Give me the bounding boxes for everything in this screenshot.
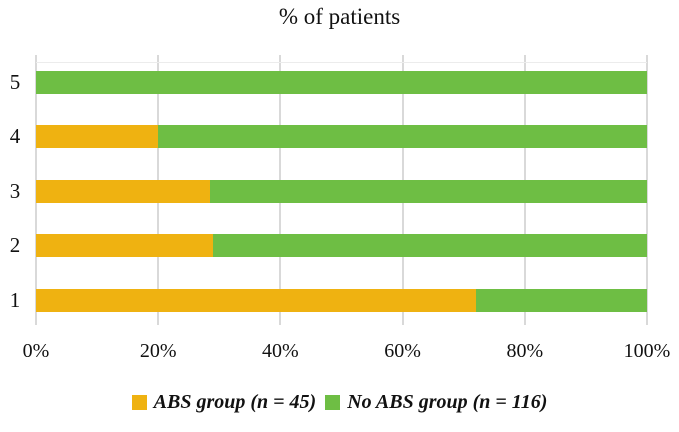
y-axis-label-1: 1 [9, 287, 21, 312]
legend-item: ABS group (n = 45) [131, 391, 317, 414]
bar-row-5 [36, 71, 647, 94]
plot-top-gridline [36, 62, 647, 63]
bar-row-1 [36, 288, 647, 312]
x-axis-label-20%: 20% [139, 340, 177, 362]
x-axis-label-100%: 100% [623, 340, 671, 362]
bar-row-2 [36, 234, 647, 258]
bar-segment [475, 288, 647, 312]
bar-segment [210, 179, 647, 203]
x-axis-label-80%: 80% [506, 340, 544, 362]
legend-label: ABS group (n = 45) [153, 391, 317, 413]
x-axis-label-0%: 0% [22, 340, 50, 362]
chart-title: % of patients [278, 4, 401, 29]
bar-row-4 [36, 125, 647, 149]
bar-row-3 [36, 179, 647, 203]
bar-segment [36, 288, 476, 312]
legend: ABS group (n = 45) No ABS group (n = 116) [0, 391, 679, 414]
legend-label: No ABS group (n = 116) [347, 391, 548, 413]
y-axis-label-3: 3 [9, 178, 21, 203]
x-axis-label-40%: 40% [262, 340, 299, 362]
y-axis-label-2: 2 [9, 233, 21, 258]
legend-item: No ABS group (n = 116) [325, 391, 547, 414]
plot-area [35, 55, 648, 325]
y-axis-label-5: 5 [9, 70, 21, 94]
bar-segment [36, 71, 647, 94]
x-axis-label-60%: 60% [384, 340, 421, 362]
bar-segment [213, 234, 647, 258]
vertical-gridline-100 [646, 55, 648, 325]
y-axis-label-4: 4 [9, 124, 21, 149]
legend-swatch-icon [325, 395, 341, 410]
bar-segment [158, 125, 647, 149]
bar-segment [36, 234, 214, 258]
legend-swatch-icon [131, 395, 147, 410]
bar-segment [36, 125, 159, 149]
bar-segment [36, 179, 211, 203]
